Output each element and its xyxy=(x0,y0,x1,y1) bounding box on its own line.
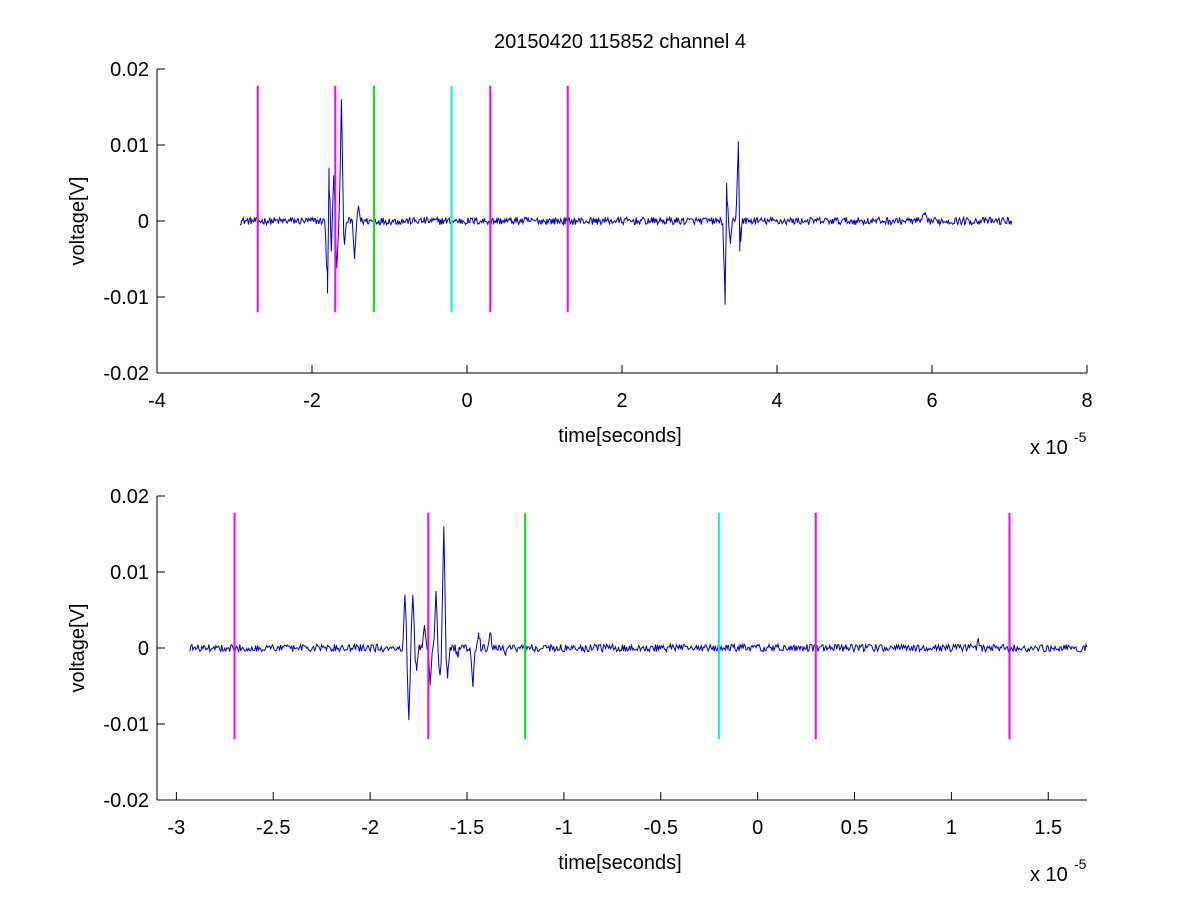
top-plot: -0.02 -0.01 0 0.01 0.02 -4 -2 0 2 4 6 8 time[seconds… xyxy=(67,59,1093,459)
y-tick-label: -0.01 xyxy=(103,287,149,309)
x-tick-label: -1.5 xyxy=(450,817,484,839)
y-tick-label: 0.02 xyxy=(110,486,149,508)
x-tick-label: -4 xyxy=(148,390,166,412)
x-tick-label: 6 xyxy=(926,390,937,412)
figure-title: 20150420 115852 channel 4 xyxy=(494,31,746,53)
x-tick-label: 8 xyxy=(1081,390,1092,412)
x-tick-label: 2 xyxy=(616,390,627,412)
x-tick-label: -0.5 xyxy=(644,817,678,839)
x-tick-label: -3 xyxy=(167,817,185,839)
y-tick-label: 0 xyxy=(138,638,149,660)
x-tick-label: -2 xyxy=(303,390,321,412)
x-tick-label: -1 xyxy=(555,817,573,839)
bottom-plot: -0.02 -0.01 0 0.01 0.02 -3 -2.5 -2 -1.5 -1 -0.5 0 0.… xyxy=(67,486,1088,886)
x-tick-label: 0 xyxy=(752,817,763,839)
x-axis-multiplier-exponent: -5 xyxy=(1074,429,1087,445)
x-axis-multiplier-exponent: -5 xyxy=(1074,856,1087,872)
y-tick-label: 0.02 xyxy=(110,59,149,81)
x-axis-multiplier: x 10 xyxy=(1030,437,1068,459)
y-tick-label: 0.01 xyxy=(110,135,149,157)
voltage-trace xyxy=(189,526,1088,721)
x-tick-label: 4 xyxy=(771,390,782,412)
x-tick-label: 1 xyxy=(946,817,957,839)
x-tick-label: 0 xyxy=(461,390,472,412)
x-axis-label: time[seconds] xyxy=(558,425,681,447)
y-axis-label: voltage[V] xyxy=(67,177,89,266)
y-axis-label: voltage[V] xyxy=(67,604,89,693)
x-axis-multiplier: x 10 xyxy=(1030,864,1068,886)
x-tick-label: 1.5 xyxy=(1034,817,1062,839)
x-axis-label: time[seconds] xyxy=(558,852,681,874)
x-tick-label: -2 xyxy=(361,817,379,839)
y-tick-label: 0.01 xyxy=(110,562,149,584)
y-tick-label: -0.01 xyxy=(103,714,149,736)
voltage-trace xyxy=(239,99,1013,305)
y-tick-label: -0.02 xyxy=(103,363,149,385)
x-tick-label: 0.5 xyxy=(841,817,869,839)
x-tick-label: -2.5 xyxy=(256,817,290,839)
y-tick-label: -0.02 xyxy=(103,790,149,812)
y-tick-label: 0 xyxy=(138,211,149,233)
